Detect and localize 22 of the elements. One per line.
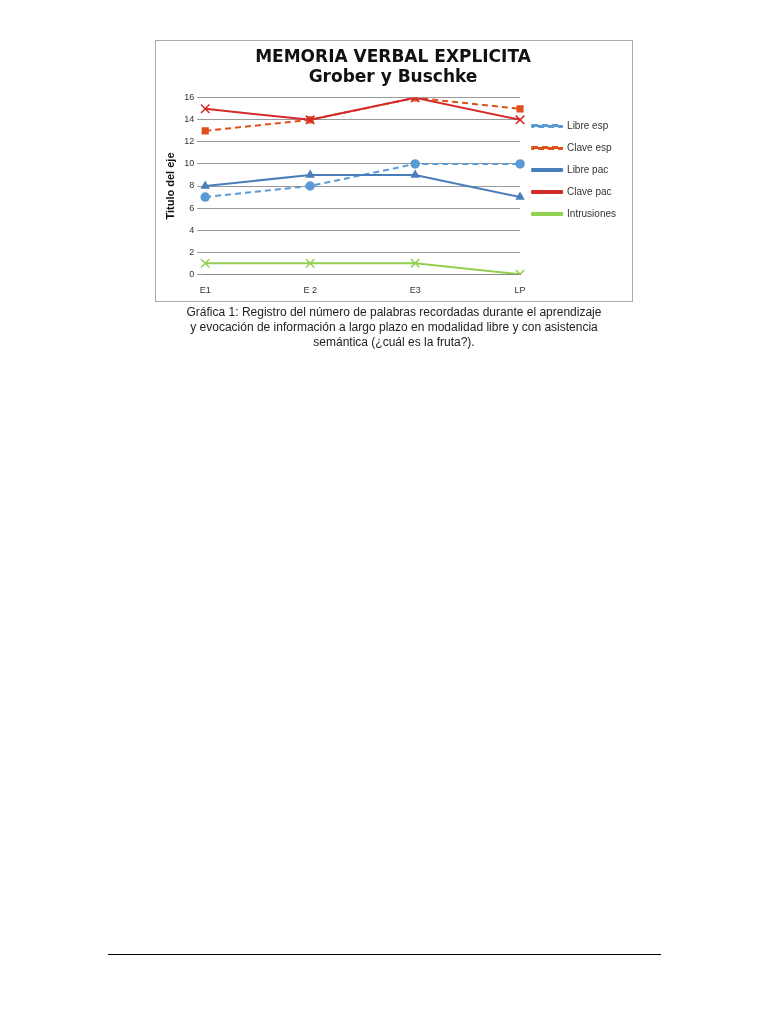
legend-label: Libre pac (567, 163, 609, 175)
legend-label: Clave pac (567, 185, 612, 197)
y-axis-title: Titulo del eje (163, 152, 176, 220)
legend-label: Libre esp (567, 119, 609, 131)
chart-subtitle: Grober y Buschke (308, 66, 478, 87)
legend-label: Intrusiones (567, 207, 617, 219)
y-tick-label: 14 (184, 114, 195, 125)
chart-title: MEMORIA VERBAL EXPLICITA (255, 45, 532, 66)
y-tick-label: 0 (189, 268, 195, 279)
y-tick-label: 8 (189, 180, 195, 191)
x-tick-label: E3 (409, 285, 421, 296)
x-tick-label: E 2 (303, 285, 317, 296)
text: Gráfica 1: Registro del número de palabras recordadas durante el aprendizaje y evocación de información a largo plazo en modalidad libre y con asistencia semántica (¿cuál es la fruta?). (185, 305, 603, 350)
y-tick-label: 6 (189, 202, 195, 213)
legend-label: Clave esp (567, 141, 612, 153)
y-tick-label: 12 (184, 136, 195, 147)
y-tick-label: 10 (184, 158, 195, 169)
y-tick-label: 2 (189, 246, 195, 257)
x-tick-label: E1 (199, 285, 211, 296)
x-tick-label: LP (514, 285, 526, 296)
y-tick-label: 4 (189, 224, 195, 235)
y-tick-label: 16 (184, 92, 195, 103)
